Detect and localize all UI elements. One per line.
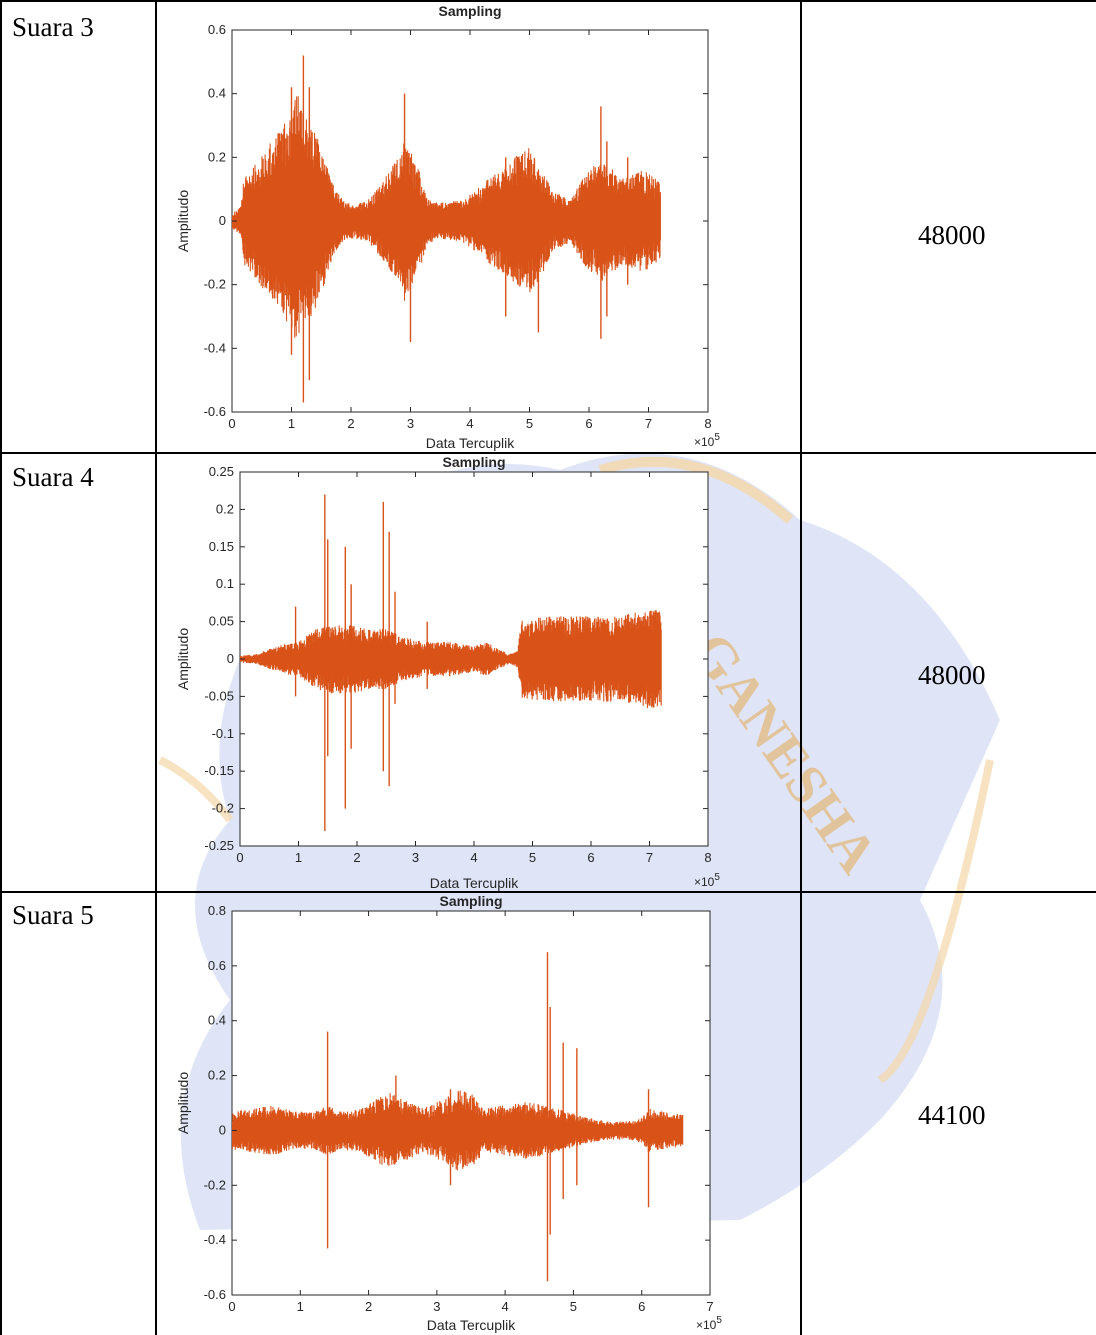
chart-title: Sampling xyxy=(442,454,505,470)
signal-waveform xyxy=(232,96,661,338)
y-tick-label: 0.2 xyxy=(216,501,234,516)
y-tick-label: -0.1 xyxy=(212,726,234,741)
y-tick-label: -0.6 xyxy=(204,404,226,419)
x-tick-label: 5 xyxy=(529,850,536,865)
y-tick-label: -0.15 xyxy=(204,763,234,778)
sampling-chart-suara-3: 0 1 2 3 4 5 6 7 8 -0.6 -0.4 -0.2 0 0.2 0.4 0.6 Sampling D… xyxy=(175,3,720,451)
x-tick-label: 7 xyxy=(645,416,652,431)
y-tick-label: -0.25 xyxy=(204,838,234,853)
signal-waveform xyxy=(232,1090,684,1171)
y-tick-label: -0.2 xyxy=(212,801,234,816)
row-label-suara-5: Suara 5 xyxy=(12,900,94,930)
x-tick-label: 7 xyxy=(706,1299,713,1314)
x-tick-label: 7 xyxy=(646,850,653,865)
x-tick-label: 6 xyxy=(585,416,592,431)
y-axis-label: Amplitudo xyxy=(175,1072,191,1134)
y-tick-label: 0.4 xyxy=(208,1013,226,1028)
x-tick-label: 1 xyxy=(297,1299,304,1314)
y-axis-label: Amplitudo xyxy=(175,190,191,252)
x-tick-label: 1 xyxy=(295,850,302,865)
y-tick-label: -0.2 xyxy=(204,1177,226,1192)
x-tick-label: 4 xyxy=(470,850,477,865)
x-tick-label: 6 xyxy=(638,1299,645,1314)
row-label-suara-3: Suara 3 xyxy=(12,12,94,42)
y-tick-label: -0.4 xyxy=(204,340,226,355)
table-column-divider-2 xyxy=(800,0,802,1335)
x-axis-exponent: ×105 xyxy=(694,872,720,889)
x-tick-label: 2 xyxy=(347,416,354,431)
x-tick-label: 2 xyxy=(365,1299,372,1314)
y-axis-label: Amplitudo xyxy=(175,628,191,690)
x-tick-label: 8 xyxy=(704,416,711,431)
x-tick-label: 3 xyxy=(412,850,419,865)
y-tick-label: 0.2 xyxy=(208,1068,226,1083)
sampling-rate-suara-3: 48000 xyxy=(918,220,986,250)
x-tick-label: 2 xyxy=(353,850,360,865)
x-tick-label: 3 xyxy=(433,1299,440,1314)
table-row-divider-2 xyxy=(0,891,1096,893)
x-axis-exponent: ×105 xyxy=(694,432,720,449)
x-tick-label: 0 xyxy=(228,416,235,431)
sampling-chart-suara-5: 0 1 2 3 4 5 6 7 -0.6 -0.4 -0.2 0 0.2 0.4 0.6 0.8 Samplin… xyxy=(175,893,722,1333)
y-tick-label: 0 xyxy=(227,651,234,666)
sampling-rate-suara-5: 44100 xyxy=(918,1100,986,1130)
y-tick-label: 0.6 xyxy=(208,958,226,973)
row-label-suara-4: Suara 4 xyxy=(12,462,94,492)
y-tick-label: -0.05 xyxy=(204,688,234,703)
x-tick-label: 5 xyxy=(570,1299,577,1314)
y-tick-label: 0.2 xyxy=(208,149,226,164)
chart-title: Sampling xyxy=(438,3,501,19)
x-tick-label: 5 xyxy=(526,416,533,431)
y-tick-label: 0 xyxy=(219,213,226,228)
sampling-chart-suara-4: 0 1 2 3 4 5 6 7 8 -0.25 -0.2 -0.15 -0.1 -0.05 0 0.05 0.1… xyxy=(175,454,720,891)
y-tick-label: 0.25 xyxy=(209,464,234,479)
x-axis-exponent: ×105 xyxy=(696,1315,722,1332)
y-tick-label: -0.4 xyxy=(204,1232,226,1247)
x-axis-label: Data Tercuplik xyxy=(426,435,515,451)
y-tick-label: -0.6 xyxy=(204,1287,226,1302)
y-tick-label: 0.6 xyxy=(208,22,226,37)
y-tick-label: 0 xyxy=(219,1122,226,1137)
chart-title: Sampling xyxy=(439,893,502,909)
y-tick-label: 0.1 xyxy=(216,576,234,591)
x-tick-label: 1 xyxy=(288,416,295,431)
x-axis-label: Data Tercuplik xyxy=(427,1317,516,1333)
y-tick-label: 0.15 xyxy=(209,539,234,554)
y-tick-label: 0.05 xyxy=(209,614,234,629)
table-row-divider-1 xyxy=(0,452,1096,454)
x-axis-label: Data Tercuplik xyxy=(430,875,519,891)
x-tick-label: 0 xyxy=(236,850,243,865)
table-border-top xyxy=(0,0,1096,2)
x-tick-label: 4 xyxy=(502,1299,509,1314)
y-tick-label: -0.2 xyxy=(204,277,226,292)
sampling-rate-suara-4: 48000 xyxy=(918,660,986,690)
x-tick-label: 8 xyxy=(704,850,711,865)
y-tick-label: 0.8 xyxy=(208,903,226,918)
table-column-divider-1 xyxy=(155,0,157,1335)
table-border-left xyxy=(0,0,2,1335)
x-tick-label: 0 xyxy=(228,1299,235,1314)
x-tick-label: 4 xyxy=(466,416,473,431)
y-tick-label: 0.4 xyxy=(208,86,226,101)
x-tick-label: 3 xyxy=(407,416,414,431)
x-tick-label: 6 xyxy=(587,850,594,865)
